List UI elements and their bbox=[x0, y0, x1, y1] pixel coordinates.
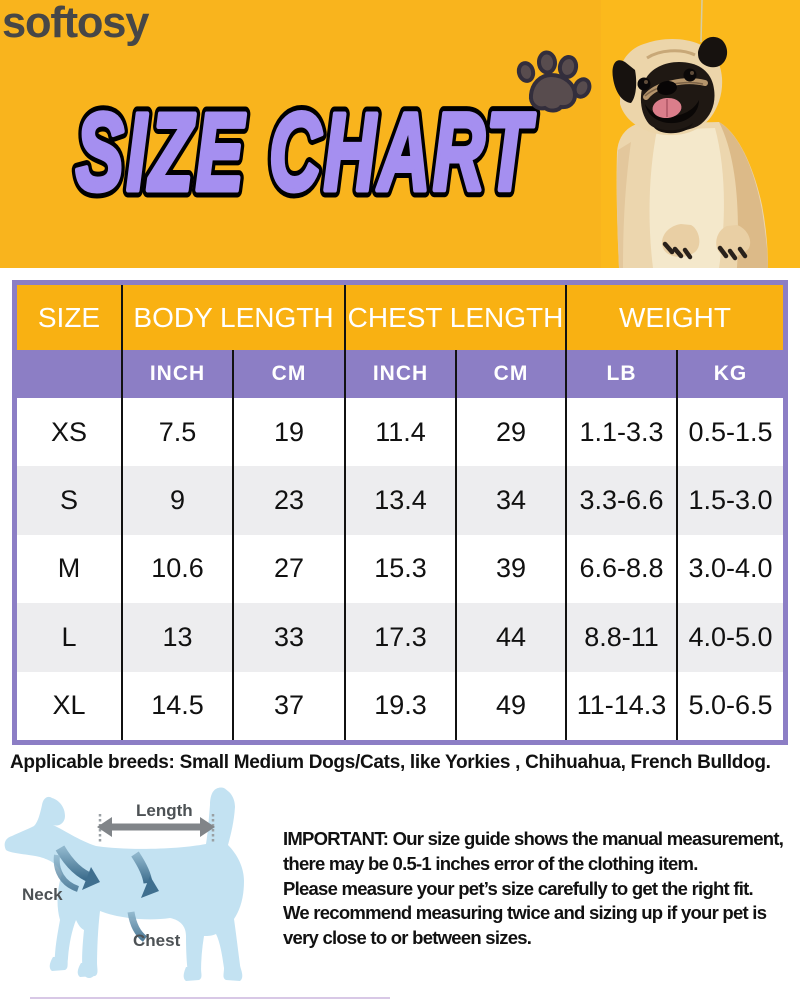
svg-text:Chest: Chest bbox=[133, 931, 181, 950]
svg-text:Neck: Neck bbox=[22, 885, 63, 904]
svg-text:Length: Length bbox=[136, 801, 193, 820]
svg-text:SIZE CHART: SIZE CHART bbox=[76, 91, 536, 213]
svg-text:SIZE CHART: SIZE CHART bbox=[76, 91, 536, 213]
